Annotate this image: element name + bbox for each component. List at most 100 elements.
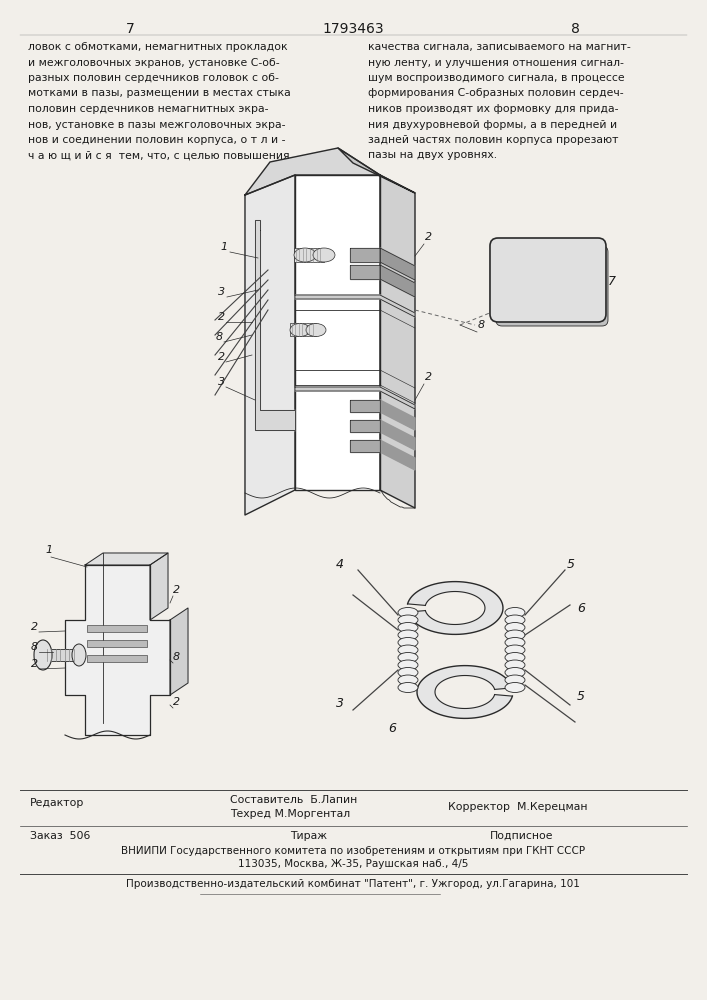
Polygon shape bbox=[170, 608, 188, 695]
Text: 4: 4 bbox=[336, 558, 344, 571]
Text: 8: 8 bbox=[173, 652, 180, 662]
Text: ную ленту, и улучшения отношения сигнал-: ную ленту, и улучшения отношения сигнал- bbox=[368, 57, 624, 68]
Text: 1: 1 bbox=[220, 242, 227, 252]
Text: и межголовочных экранов, установке С-об-: и межголовочных экранов, установке С-об- bbox=[28, 57, 280, 68]
Ellipse shape bbox=[505, 645, 525, 655]
Ellipse shape bbox=[398, 607, 418, 617]
Polygon shape bbox=[380, 248, 415, 280]
Text: ч а ю щ и й с я  тем, что, с целью повышения: ч а ю щ и й с я тем, что, с целью повыше… bbox=[28, 150, 290, 160]
Text: 2: 2 bbox=[218, 352, 225, 362]
Text: 3: 3 bbox=[218, 287, 225, 297]
Ellipse shape bbox=[398, 615, 418, 625]
Ellipse shape bbox=[313, 248, 335, 262]
Text: 5: 5 bbox=[567, 558, 575, 571]
Ellipse shape bbox=[398, 682, 418, 692]
Text: Подписное: Подписное bbox=[490, 831, 554, 841]
Polygon shape bbox=[255, 220, 295, 430]
Text: качества сигнала, записываемого на магнит-: качества сигнала, записываемого на магни… bbox=[368, 42, 631, 52]
FancyBboxPatch shape bbox=[496, 246, 608, 326]
Polygon shape bbox=[295, 175, 380, 490]
Text: ВНИИПИ Государственного комитета по изобретениям и открытиям при ГКНТ СССР: ВНИИПИ Государственного комитета по изоб… bbox=[121, 846, 585, 856]
Text: 3: 3 bbox=[336, 697, 344, 710]
Ellipse shape bbox=[505, 668, 525, 678]
Ellipse shape bbox=[72, 644, 86, 666]
Text: 2: 2 bbox=[31, 659, 38, 669]
Ellipse shape bbox=[398, 630, 418, 640]
Text: 7: 7 bbox=[126, 22, 134, 36]
Polygon shape bbox=[245, 148, 380, 195]
Text: Производственно-издательский комбинат "Патент", г. Ужгород, ул.Гагарина, 101: Производственно-издательский комбинат "П… bbox=[126, 879, 580, 889]
Polygon shape bbox=[380, 440, 415, 470]
Ellipse shape bbox=[398, 652, 418, 662]
Bar bbox=[87, 640, 147, 647]
Text: нов, установке в пазы межголовочных экра-: нов, установке в пазы межголовочных экра… bbox=[28, 119, 286, 129]
Text: 113035, Москва, Ж-35, Раушская наб., 4/5: 113035, Москва, Ж-35, Раушская наб., 4/5 bbox=[238, 859, 468, 869]
Polygon shape bbox=[65, 565, 170, 735]
Bar bbox=[39, 649, 79, 661]
Polygon shape bbox=[380, 400, 415, 430]
Text: мотками в пазы, размещении в местах стыка: мотками в пазы, размещении в местах стык… bbox=[28, 89, 291, 99]
Text: 2: 2 bbox=[218, 312, 225, 322]
Ellipse shape bbox=[505, 622, 525, 633]
Polygon shape bbox=[85, 553, 168, 565]
Polygon shape bbox=[295, 387, 415, 409]
Text: ловок с обмотками, немагнитных прокладок: ловок с обмотками, немагнитных прокладок bbox=[28, 42, 288, 52]
Ellipse shape bbox=[294, 248, 316, 262]
Ellipse shape bbox=[398, 668, 418, 678]
Ellipse shape bbox=[290, 324, 310, 336]
Text: задней частях половин корпуса прорезают: задней частях половин корпуса прорезают bbox=[368, 135, 619, 145]
Polygon shape bbox=[150, 553, 168, 620]
Text: 1793463: 1793463 bbox=[322, 22, 384, 36]
Polygon shape bbox=[350, 248, 380, 262]
Text: 2: 2 bbox=[173, 585, 180, 595]
Text: Составитель  Б.Лапин: Составитель Б.Лапин bbox=[230, 795, 357, 805]
Ellipse shape bbox=[505, 660, 525, 670]
FancyBboxPatch shape bbox=[490, 238, 606, 322]
Bar bbox=[294, 248, 324, 262]
Text: шум воспроизводимого сигнала, в процессе: шум воспроизводимого сигнала, в процессе bbox=[368, 73, 624, 83]
Text: Тираж: Тираж bbox=[290, 831, 327, 841]
Text: Техред М.Моргентал: Техред М.Моргентал bbox=[230, 809, 350, 819]
Polygon shape bbox=[380, 420, 415, 450]
Text: ния двухуровневой формы, а в передней и: ния двухуровневой формы, а в передней и bbox=[368, 119, 617, 129]
Ellipse shape bbox=[505, 638, 525, 648]
Ellipse shape bbox=[505, 682, 525, 692]
Ellipse shape bbox=[398, 675, 418, 685]
Text: пазы на двух уровнях.: пазы на двух уровнях. bbox=[368, 150, 497, 160]
Ellipse shape bbox=[398, 660, 418, 670]
Text: 2: 2 bbox=[425, 372, 432, 382]
Text: 8: 8 bbox=[216, 332, 223, 342]
Polygon shape bbox=[350, 400, 380, 412]
Text: 2: 2 bbox=[31, 622, 38, 632]
Text: 7: 7 bbox=[608, 275, 616, 288]
Ellipse shape bbox=[505, 675, 525, 685]
Polygon shape bbox=[245, 175, 295, 515]
Text: ников производят их формовку для прида-: ников производят их формовку для прида- bbox=[368, 104, 619, 114]
Bar bbox=[87, 655, 147, 662]
Text: Корректор  М.Керецман: Корректор М.Керецман bbox=[448, 802, 588, 812]
Text: разных половин сердечников головок с об-: разных половин сердечников головок с об- bbox=[28, 73, 279, 83]
Text: Заказ  506: Заказ 506 bbox=[30, 831, 90, 841]
Polygon shape bbox=[350, 420, 380, 432]
Text: 8: 8 bbox=[31, 642, 38, 652]
Text: 8: 8 bbox=[478, 320, 485, 330]
Ellipse shape bbox=[306, 324, 326, 336]
Ellipse shape bbox=[505, 652, 525, 662]
Bar bbox=[87, 625, 147, 632]
Ellipse shape bbox=[505, 630, 525, 640]
Polygon shape bbox=[295, 295, 415, 317]
Ellipse shape bbox=[398, 638, 418, 648]
Text: 1: 1 bbox=[45, 545, 52, 555]
Text: 2: 2 bbox=[173, 697, 180, 707]
Text: 6: 6 bbox=[577, 602, 585, 615]
Polygon shape bbox=[380, 265, 415, 297]
Polygon shape bbox=[380, 175, 415, 508]
Ellipse shape bbox=[398, 622, 418, 633]
Ellipse shape bbox=[34, 640, 52, 670]
Polygon shape bbox=[338, 148, 415, 193]
Text: 5: 5 bbox=[577, 690, 585, 703]
Ellipse shape bbox=[398, 645, 418, 655]
Ellipse shape bbox=[505, 607, 525, 617]
Text: формирования С-образных половин сердеч-: формирования С-образных половин сердеч- bbox=[368, 89, 624, 99]
Polygon shape bbox=[350, 265, 380, 279]
